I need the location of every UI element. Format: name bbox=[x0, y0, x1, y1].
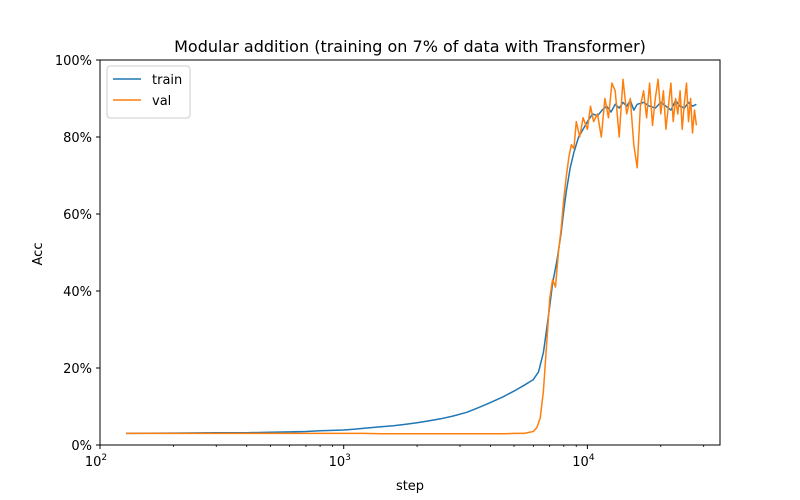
y-tick-label: 0% bbox=[71, 439, 92, 454]
chart-title: Modular addition (training on 7% of data… bbox=[174, 37, 646, 56]
y-axis: 0% 20% 40% 60% 80% 100% bbox=[55, 54, 100, 454]
legend-label-val: val bbox=[152, 94, 171, 109]
y-tick-label: 80% bbox=[63, 131, 92, 146]
x-tick-label: 102 bbox=[85, 453, 107, 470]
x-tick-exponent: 3 bbox=[345, 453, 351, 463]
y-tick-label: 40% bbox=[63, 285, 92, 300]
y-axis-label: Acc bbox=[31, 243, 46, 266]
plot-frame bbox=[99, 59, 721, 446]
series-line-val bbox=[126, 78, 698, 435]
y-tick-label: 20% bbox=[63, 362, 92, 377]
legend-label-train: train bbox=[152, 73, 182, 88]
x-tick-exponent: 2 bbox=[101, 453, 107, 463]
x-axis: 102 103 104 bbox=[85, 445, 705, 470]
x-tick-base: 10 bbox=[572, 455, 589, 470]
x-tick-label: 103 bbox=[329, 453, 351, 470]
y-tick-label: 60% bbox=[63, 208, 92, 223]
x-tick-base: 10 bbox=[85, 455, 102, 470]
x-tick-exponent: 4 bbox=[589, 453, 595, 463]
x-tick-label: 104 bbox=[572, 453, 595, 470]
legend: train val bbox=[106, 65, 191, 119]
y-tick-label: 100% bbox=[55, 54, 92, 69]
plot-lines bbox=[126, 78, 698, 435]
x-axis-label: step bbox=[396, 479, 424, 494]
x-tick-base: 10 bbox=[329, 455, 346, 470]
